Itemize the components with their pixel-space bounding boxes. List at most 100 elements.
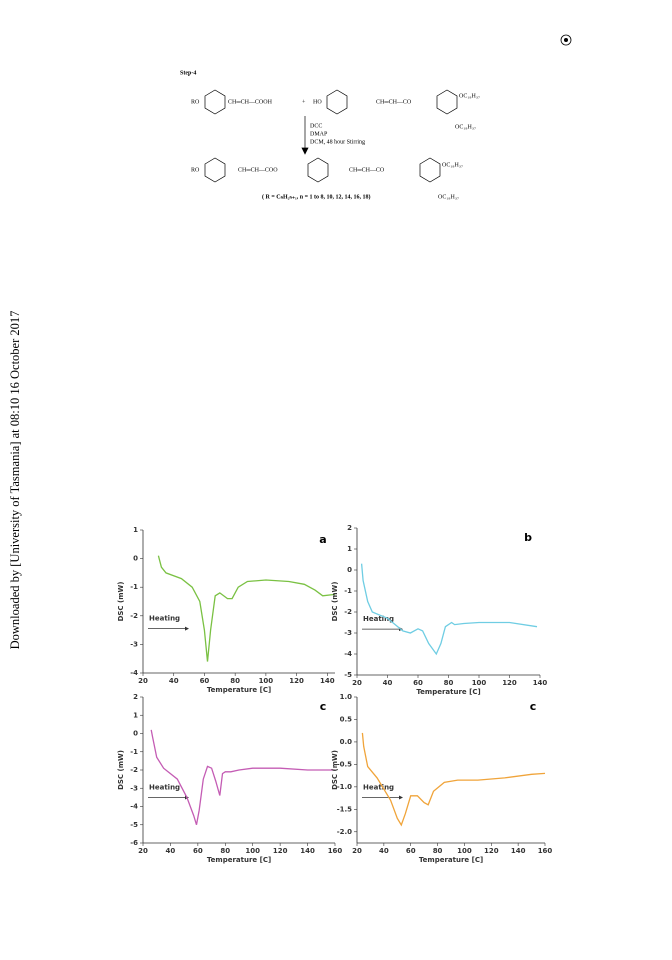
x-tick-label: 20 xyxy=(138,677,148,685)
dsc-curve xyxy=(157,555,336,662)
y-tick-label: -3 xyxy=(344,629,352,637)
scheme-text: CH═CH—COO xyxy=(238,167,278,173)
y-tick-label: -5 xyxy=(130,821,138,829)
x-tick-label: 80 xyxy=(433,847,443,855)
x-tick-label: 20 xyxy=(352,847,362,855)
x-tick-label: 140 xyxy=(300,847,315,855)
y-tick-label: 2 xyxy=(133,693,138,701)
x-tick-label: 80 xyxy=(230,677,240,685)
scheme-text: OC₁₈H₃₇ xyxy=(459,93,480,99)
y-tick-label: -4 xyxy=(130,669,138,677)
x-tick-label: 100 xyxy=(259,677,274,685)
y-tick-label: 1 xyxy=(133,711,138,719)
y-tick-label: 0.5 xyxy=(340,715,353,723)
x-tick-label: 40 xyxy=(383,679,393,687)
y-tick-label: 0 xyxy=(347,566,352,574)
x-tick-label: 40 xyxy=(379,847,389,855)
y-tick-label: -4 xyxy=(130,803,138,811)
y-tick-label: -2.0 xyxy=(337,828,352,836)
scheme-text: + xyxy=(302,99,306,105)
x-tick-label: 40 xyxy=(169,677,179,685)
x-tick-label: 120 xyxy=(502,679,517,687)
icon-dot xyxy=(564,38,568,42)
x-tick-label: 100 xyxy=(472,679,487,687)
y-tick-label: -1 xyxy=(130,583,138,591)
y-tick-label: -0.5 xyxy=(337,760,352,768)
scheme-reagent: DCM, 48 hour Stirring xyxy=(310,139,365,145)
chart-title: c xyxy=(530,700,537,713)
y-tick-label: -1.0 xyxy=(337,783,352,791)
annotation: Heating xyxy=(149,615,180,623)
y-tick-label: 1.0 xyxy=(340,693,353,701)
y-tick-label: -4 xyxy=(344,650,352,658)
scheme xyxy=(204,89,458,183)
x-tick-label: 60 xyxy=(200,677,210,685)
x-tick-label: 140 xyxy=(533,679,548,687)
annotation-arrowhead xyxy=(185,626,189,631)
x-axis-label: Temperature [C] xyxy=(416,688,480,696)
scheme-step: Step-4 xyxy=(180,70,196,76)
scheme-text: HO xyxy=(313,99,322,105)
y-tick-label: -2 xyxy=(130,612,138,620)
y-tick-label: 1 xyxy=(133,526,138,534)
scheme-text: OC₁₈H₃₇ xyxy=(455,124,476,130)
sidebar: Downloaded by [University of Tasmania] a… xyxy=(8,311,22,650)
y-tick-label: -3 xyxy=(130,784,138,792)
x-tick-label: 80 xyxy=(444,679,454,687)
y-tick-label: -2 xyxy=(344,608,352,616)
y-tick-label: 1 xyxy=(347,545,352,553)
scheme-text: CH═CH—COOH xyxy=(228,99,273,105)
scheme-text: RO xyxy=(191,99,200,105)
chart-title: c xyxy=(320,700,327,713)
x-tick-label: 60 xyxy=(406,847,416,855)
y-tick-label: -6 xyxy=(130,839,138,847)
y-tick-label: 0 xyxy=(133,555,138,563)
y-tick-label: -5 xyxy=(344,671,352,679)
icon xyxy=(560,34,572,46)
annotation: Heating xyxy=(363,784,394,792)
y-tick-label: 2 xyxy=(347,524,352,532)
y-tick-label: -1.5 xyxy=(337,805,352,813)
x-tick-label: 160 xyxy=(328,847,343,855)
scheme-reagent: DMAP xyxy=(310,131,328,137)
x-axis-label: Temperature [C] xyxy=(419,856,483,864)
x-tick-label: 60 xyxy=(413,679,423,687)
x-tick-label: 140 xyxy=(320,677,335,685)
x-tick-label: 80 xyxy=(220,847,230,855)
x-tick-label: 100 xyxy=(457,847,472,855)
x-tick-label: 120 xyxy=(289,677,304,685)
x-tick-label: 20 xyxy=(138,847,148,855)
y-tick-label: -3 xyxy=(130,640,138,648)
annotation-arrowhead xyxy=(399,795,403,800)
x-tick-label: 120 xyxy=(484,847,499,855)
y-axis-label: DSC (mW) xyxy=(117,750,125,790)
scheme-text: OC₁₈H₃₇ xyxy=(438,194,459,200)
x-tick-label: 160 xyxy=(538,847,553,855)
annotation: Heating xyxy=(363,615,394,623)
x-tick-label: 40 xyxy=(166,847,176,855)
chart-title: b xyxy=(524,531,532,544)
y-axis-label: DSC (mW) xyxy=(117,582,125,622)
x-tick-label: 100 xyxy=(245,847,260,855)
y-axis-label: DSC (mW) xyxy=(331,582,339,622)
scheme-text: OC₁₈H₃₇ xyxy=(442,162,463,168)
y-tick-label: -2 xyxy=(130,766,138,774)
scheme-text: CH═CH—CO xyxy=(376,99,412,105)
x-tick-label: 120 xyxy=(273,847,288,855)
y-axis-label: DSC (mW) xyxy=(331,750,339,790)
x-axis-label: Temperature [C] xyxy=(207,856,271,864)
dsc-curve xyxy=(150,729,335,825)
scheme-text: CH═CH—CO xyxy=(349,167,385,173)
dsc-curve xyxy=(361,732,546,827)
annotation: Heating xyxy=(149,784,180,792)
x-tick-label: 60 xyxy=(193,847,203,855)
dsc-curve xyxy=(360,563,538,656)
scheme-reagent: DCC xyxy=(310,123,322,129)
y-tick-label: -1 xyxy=(344,587,352,595)
scheme-note: ( R = CₙH₂ₙ₊₁, n = 1 to 8, 10, 12, 14, 1… xyxy=(262,193,371,200)
y-tick-label: 0.0 xyxy=(340,738,353,746)
scheme-text: RO xyxy=(191,167,200,173)
x-axis-label: Temperature [C] xyxy=(207,686,271,694)
